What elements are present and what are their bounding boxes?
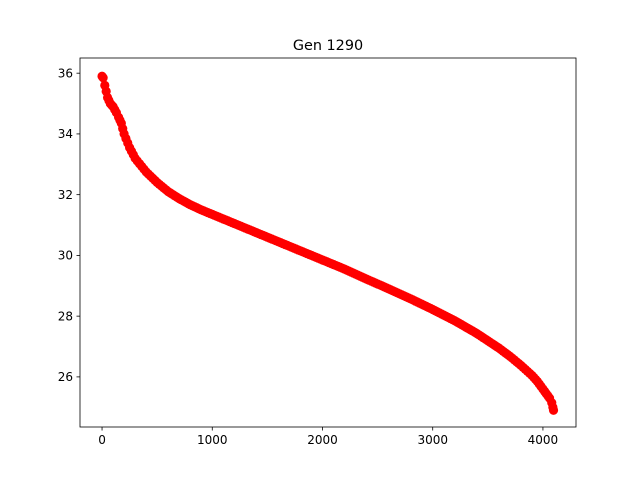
x-tick-label: 2000 — [307, 433, 338, 447]
chart-title: Gen 1290 — [293, 38, 363, 54]
y-tick-label: 36 — [58, 66, 73, 80]
y-tick-label: 28 — [58, 309, 73, 323]
x-tick-label: 0 — [98, 433, 106, 447]
x-tick-label: 3000 — [417, 433, 448, 447]
x-tick-label: 4000 — [528, 433, 559, 447]
y-tick-label: 30 — [58, 249, 73, 263]
axes-frame — [79, 57, 577, 428]
data-point — [548, 405, 559, 415]
y-tick-label: 34 — [58, 127, 73, 141]
data-point — [98, 73, 108, 83]
y-tick-label: 26 — [58, 370, 73, 384]
y-tick-label: 32 — [58, 188, 73, 202]
plot-area: 0 1000 2000 3000 4000 26 28 30 32 34 36 — [58, 57, 577, 447]
x-tick-label: 1000 — [197, 433, 228, 447]
